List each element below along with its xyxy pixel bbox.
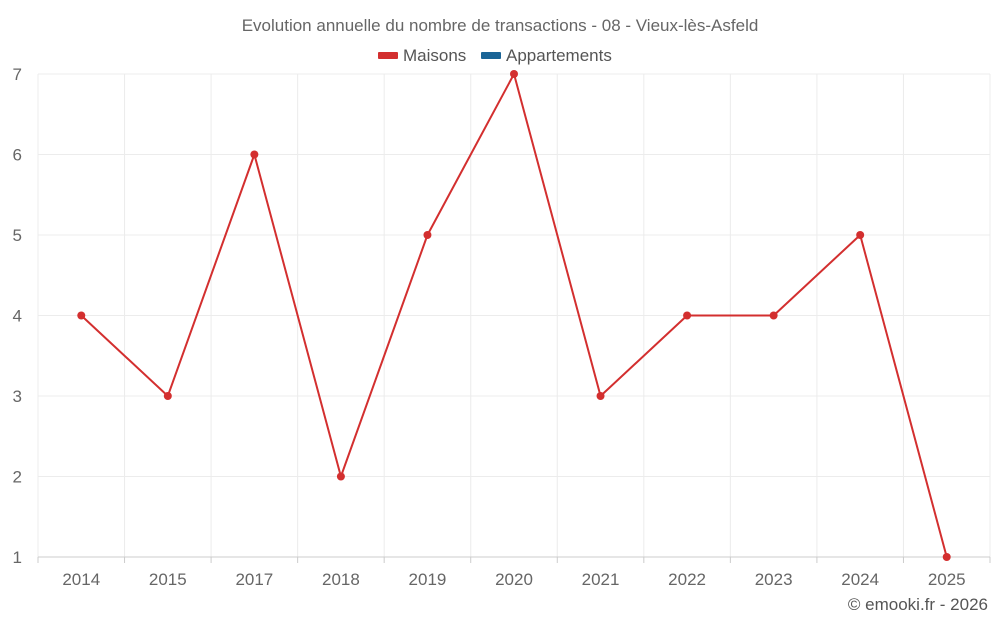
- x-tick-label: 2022: [668, 570, 706, 589]
- grid: [37, 73, 991, 557]
- legend-label-maisons: Maisons: [403, 46, 466, 65]
- data-point[interactable]: [77, 311, 86, 320]
- legend-swatch-appartements: [481, 52, 501, 59]
- series-maisons: [77, 70, 951, 561]
- x-tick-label: 2019: [409, 570, 447, 589]
- y-tick-label: 5: [13, 226, 22, 245]
- legend-label-appartements: Appartements: [506, 46, 612, 65]
- credit-text: © emooki.fr - 2026: [848, 595, 988, 614]
- x-tick-label: 2025: [928, 570, 966, 589]
- legend-item-appartements[interactable]: Appartements: [481, 46, 612, 65]
- data-point[interactable]: [250, 150, 259, 159]
- y-tick-label: 7: [13, 65, 22, 84]
- data-point[interactable]: [510, 70, 518, 78]
- x-tick-label: 2024: [841, 570, 879, 589]
- data-point[interactable]: [769, 311, 778, 320]
- x-tick-label: 2017: [235, 570, 273, 589]
- x-tick-label: 2018: [322, 570, 360, 589]
- x-tick-label: 2014: [62, 570, 100, 589]
- x-tick-label: 2021: [582, 570, 620, 589]
- y-tick-label: 1: [13, 548, 22, 567]
- legend: Maisons Appartements: [378, 46, 612, 65]
- data-point[interactable]: [336, 472, 345, 481]
- legend-item-maisons[interactable]: Maisons: [378, 46, 466, 65]
- y-tick-label: 6: [13, 146, 22, 165]
- x-tick-label: 2015: [149, 570, 187, 589]
- legend-swatch-maisons: [378, 52, 398, 59]
- data-point[interactable]: [942, 553, 951, 561]
- data-point[interactable]: [163, 392, 172, 400]
- chart-title: Evolution annuelle du nombre de transact…: [242, 16, 759, 35]
- data-point[interactable]: [683, 311, 692, 320]
- x-tick-label: 2023: [755, 570, 793, 589]
- y-tick-label: 3: [13, 387, 22, 406]
- data-point[interactable]: [596, 392, 605, 400]
- axes: 1 2 3 4 5 6 7 2014 2015 2017 2018 2019 2020 2021 2022 2…: [13, 65, 991, 589]
- data-point[interactable]: [856, 231, 865, 239]
- y-tick-label: 2: [13, 468, 22, 487]
- y-tick-label: 4: [13, 307, 22, 326]
- data-point[interactable]: [423, 231, 432, 239]
- x-tick-label: 2020: [495, 570, 533, 589]
